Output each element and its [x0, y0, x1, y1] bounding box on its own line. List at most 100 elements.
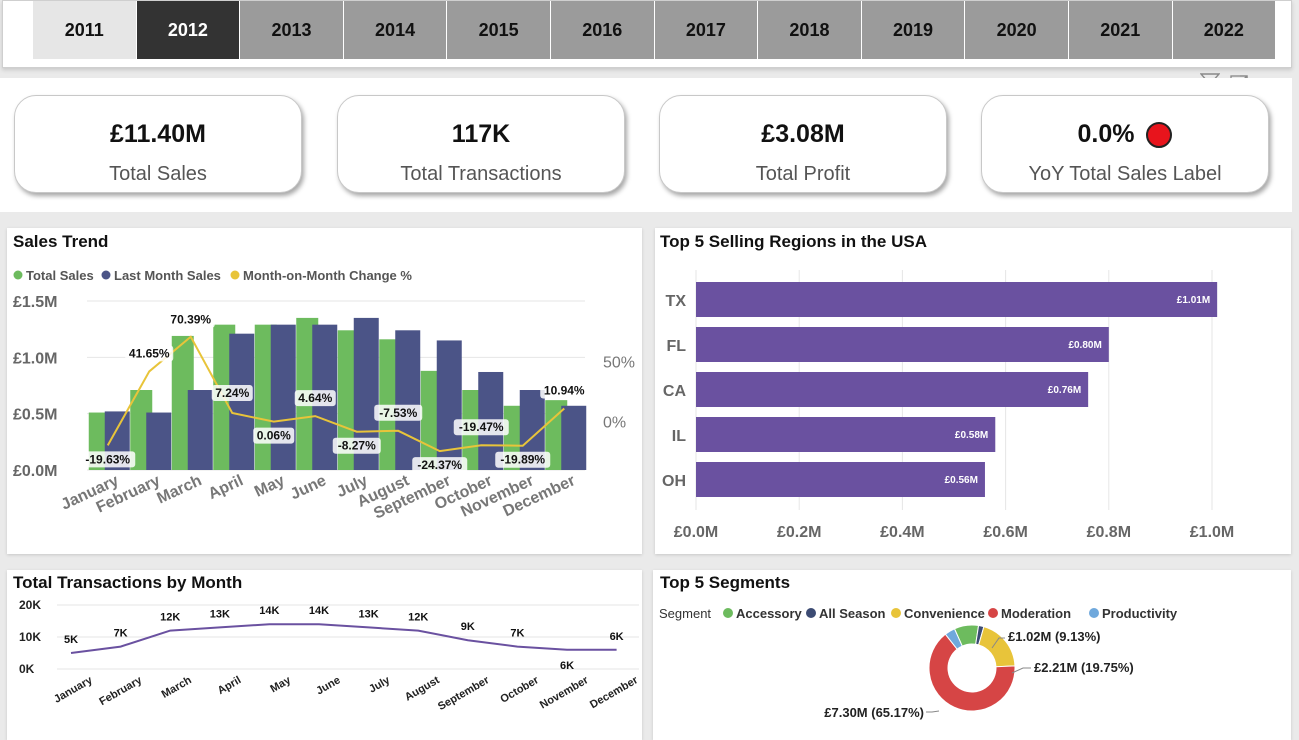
panel-title: Sales Trend	[13, 232, 109, 251]
region-bar[interactable]	[696, 282, 1218, 317]
y2-tick-label: 50%	[603, 354, 635, 371]
panel-title: Top 5 Segments	[660, 573, 791, 592]
x-tick-label: £0.6M	[983, 524, 1027, 541]
kpi-value: £11.40M	[110, 120, 206, 148]
year-button-2018[interactable]: 2018	[758, 1, 862, 59]
year-button-2016[interactable]: 2016	[550, 1, 655, 59]
x-tick-label: February	[97, 674, 145, 708]
leader-line	[1011, 667, 1031, 674]
segments-panel: Top 5 Segments Segment Accessory All Seaso…	[653, 570, 1291, 740]
legend-label[interactable]: Accessory	[736, 606, 803, 621]
x-tick-label: November	[538, 674, 591, 712]
year-button-2017[interactable]: 2017	[654, 1, 759, 59]
region-bar[interactable]	[696, 327, 1109, 362]
year-button-2012[interactable]: 2012	[136, 1, 241, 59]
data-label-bg	[495, 451, 551, 468]
y-tick-label: £1.5M	[13, 294, 57, 311]
legend-label: Total Sales	[26, 268, 94, 283]
leader-line	[926, 710, 940, 713]
region-bar[interactable]	[696, 417, 996, 452]
bar-last-month-sales[interactable]	[187, 390, 213, 470]
x-tick-label: £1.0M	[1190, 524, 1234, 541]
leader-line	[991, 637, 1005, 649]
bar-last-month-sales[interactable]	[229, 333, 255, 470]
y-tick-label: £0.0M	[13, 463, 57, 480]
data-label: 12K	[408, 612, 428, 624]
legend-marker	[230, 270, 240, 280]
year-button-2022[interactable]: 2022	[1172, 1, 1277, 59]
year-button-2011[interactable]: 2011	[33, 1, 137, 59]
transactions-line[interactable]	[70, 623, 617, 654]
bar-last-month-sales[interactable]	[561, 405, 587, 470]
year-button-2015[interactable]: 2015	[447, 1, 551, 59]
data-label-bg	[453, 419, 509, 436]
segments-chart: Segment Accessory All Season Convenience Mod…	[659, 606, 1178, 720]
y-tick-label: 0K	[19, 662, 35, 676]
year-button-2013[interactable]: 2013	[240, 1, 344, 59]
bar-last-month-sales[interactable]	[146, 412, 172, 470]
legend-label: Month-on-Month Change %	[243, 268, 412, 283]
data-label-bg	[125, 345, 174, 362]
data-label-bg	[253, 427, 295, 444]
data-label-bg	[374, 404, 423, 421]
data-label: 7K	[510, 628, 524, 640]
data-label: 7.24%	[215, 386, 249, 400]
data-label: 41.65%	[129, 346, 170, 360]
data-label: 6K	[610, 631, 624, 643]
data-label: 14K	[309, 605, 329, 617]
year-slicer: 2011 2012 2013 2014 2015 2016 2017 2018 2019 2020…	[33, 1, 1277, 59]
x-tick-label: March	[155, 472, 205, 507]
x-tick-label: £0.8M	[1087, 524, 1131, 541]
data-label: £7.30M (65.17%)	[824, 705, 924, 720]
year-button-2020[interactable]: 2020	[965, 1, 1069, 59]
data-label: £0.58M	[955, 430, 988, 441]
x-tick-label: January	[52, 674, 95, 706]
data-label: 4.64%	[298, 391, 332, 405]
year-button-2019[interactable]: 2019	[861, 1, 966, 59]
legend-label[interactable]: All Season	[819, 606, 886, 621]
data-label: 13K	[210, 608, 230, 620]
legend-marker	[988, 608, 998, 618]
legend-title: Segment	[659, 606, 711, 621]
kpi-card-yoy-sales: 0.0% YoY Total Sales Label	[981, 95, 1269, 193]
legend-marker	[891, 608, 901, 618]
y-tick-label: £1.0M	[13, 350, 57, 367]
legend-marker	[101, 270, 111, 280]
data-label: £0.76M	[1048, 385, 1081, 396]
data-label-bg	[540, 382, 589, 399]
data-label: 9K	[461, 621, 475, 633]
data-label-bg	[80, 451, 136, 468]
sales-trend-panel: Sales Trend Total Sales Last Month Sales M…	[7, 228, 642, 554]
kpi-value: 117K	[451, 120, 511, 148]
data-label: 7K	[114, 628, 128, 640]
y-tick-label: CA	[663, 383, 687, 400]
x-tick-label: £0.4M	[880, 524, 924, 541]
x-tick-label: July	[367, 674, 393, 696]
x-tick-label: December	[588, 674, 641, 711]
kpi-card-total-sales: £11.40M Total Sales	[14, 95, 302, 193]
kpi-card-total-profit: £3.08M Total Profit	[659, 95, 947, 193]
data-label: 12K	[160, 612, 180, 624]
legend-marker	[13, 270, 23, 280]
kpi-band: £11.40M Total Sales 117K Total Transacti…	[0, 78, 1292, 212]
regions-chart: £0.0M £0.2M £0.4M £0.6M £0.8M £1.0M TX £1.01M FL…	[662, 270, 1234, 541]
y-tick-label: OH	[662, 473, 686, 490]
region-bar[interactable]	[696, 462, 985, 497]
regions-panel: Top 5 Selling Regions in the USA £0.0M £0…	[655, 228, 1291, 554]
year-button-2014[interactable]: 2014	[343, 1, 448, 59]
data-label-bg	[211, 384, 253, 401]
bar-last-month-sales[interactable]	[395, 330, 421, 470]
mom-change-line[interactable]	[106, 335, 565, 453]
legend-label[interactable]: Convenience	[904, 606, 985, 621]
data-label: £0.56M	[945, 475, 978, 486]
transactions-chart: 0K 10K 20K 5K 7K 12K 13K 14K 14K 13K 12K 9K 7K 6K 6K Ja…	[19, 598, 641, 713]
legend-label[interactable]: Productivity	[1102, 606, 1178, 621]
donut-slice-moderation[interactable]	[928, 633, 1016, 712]
year-button-2021[interactable]: 2021	[1068, 1, 1173, 59]
kpi-value: 0.0%	[982, 120, 1268, 149]
bar-last-month-sales[interactable]	[270, 324, 296, 470]
legend-label[interactable]: Moderation	[1001, 606, 1071, 621]
y-tick-label: TX	[666, 293, 687, 310]
donut-slice-productivity[interactable]	[944, 628, 963, 650]
region-bar[interactable]	[696, 372, 1089, 407]
